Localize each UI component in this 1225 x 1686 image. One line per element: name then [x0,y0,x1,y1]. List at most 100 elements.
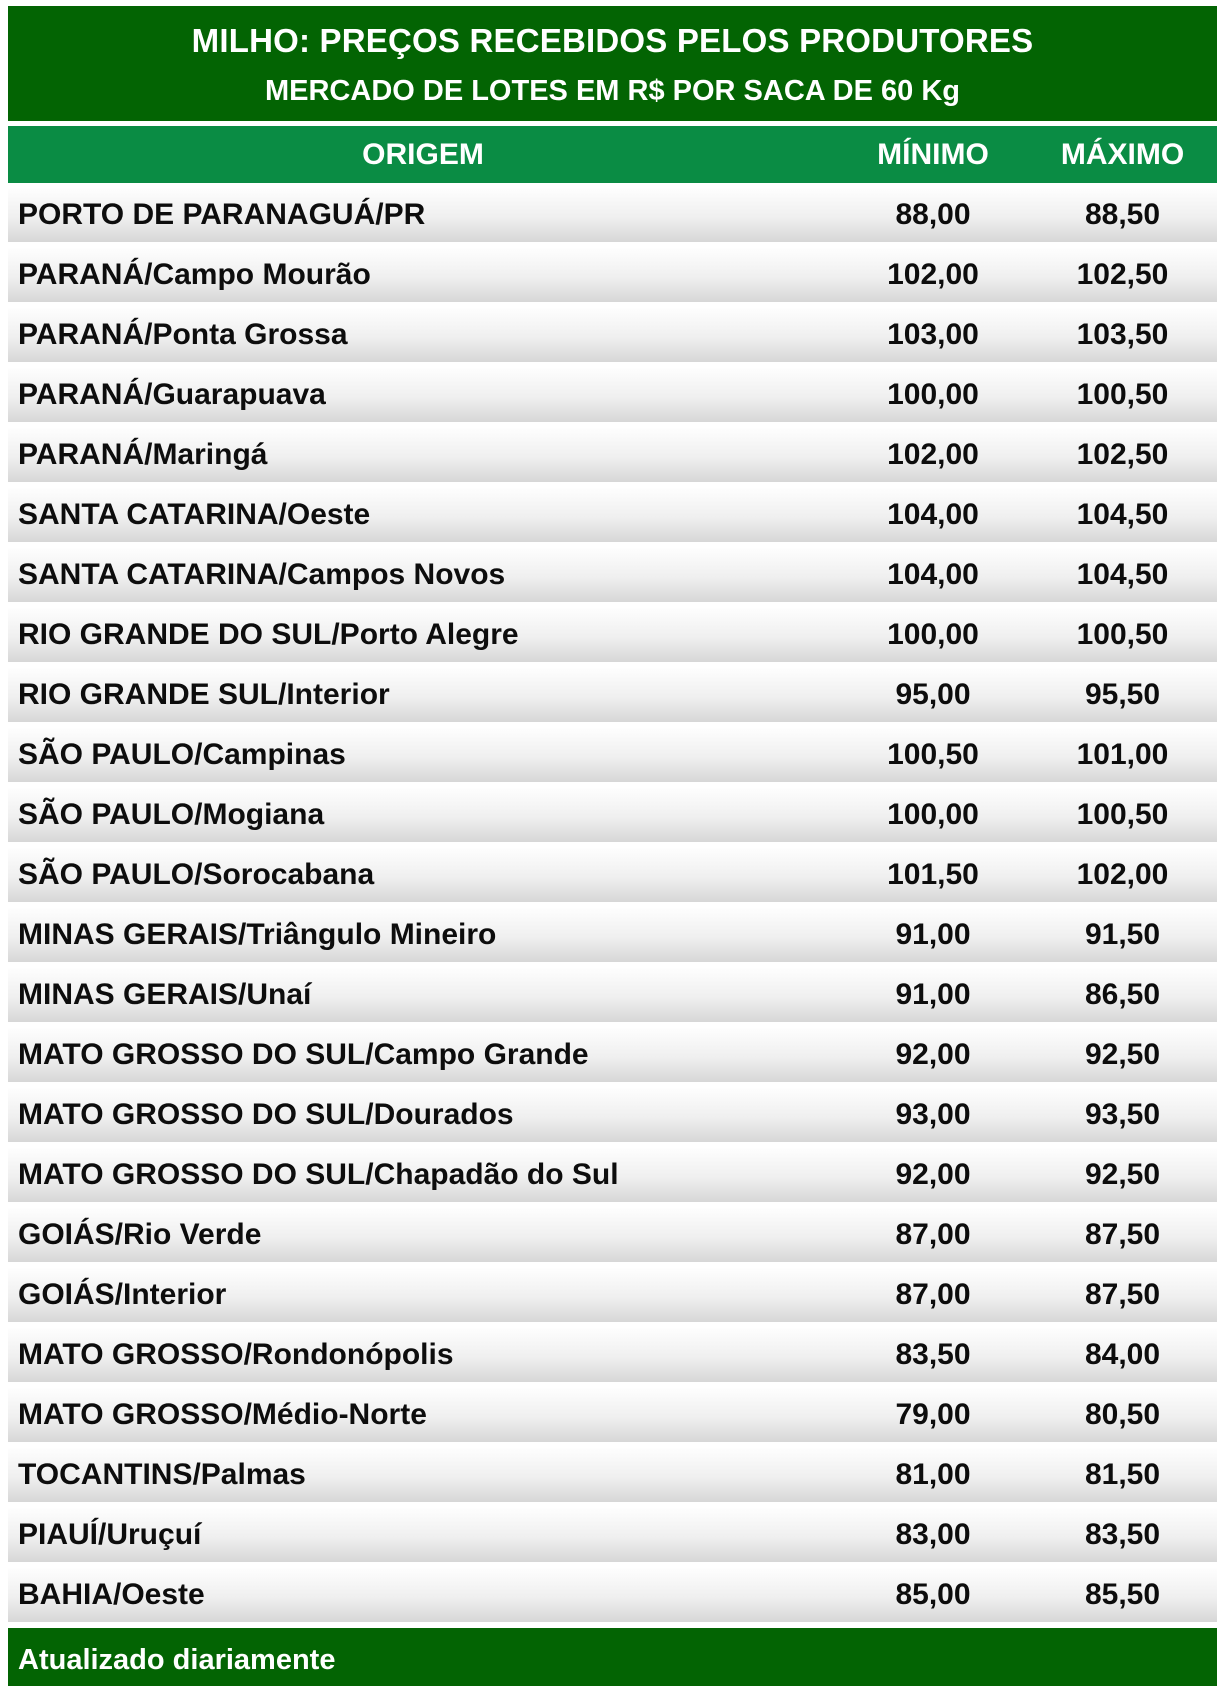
max-price-cell: 104,50 [1076,498,1169,531]
max-price-cell: 84,00 [1084,1338,1161,1371]
table-row: MINAS GERAIS/Triângulo Mineiro 91,00 91,… [8,908,1217,962]
column-header-minimo: MÍNIMO [877,137,989,171]
min-price-cell: 101,50 [887,858,979,891]
max-price-cell: 102,50 [1076,258,1169,291]
max-price-cell: 102,50 [1076,438,1169,471]
table-row: GOIÁS/Rio Verde 87,00 87,50 [8,1208,1217,1262]
min-price-cell: 100,00 [887,618,979,651]
origin-cell: PORTO DE PARANAGUÁ/PR [18,198,426,231]
min-price-cell: 81,00 [895,1458,971,1491]
origin-cell: RIO GRANDE SUL/Interior [18,678,390,711]
table-row: SÃO PAULO/Campinas 100,50 101,00 [8,728,1217,782]
origin-cell: GOIÁS/Rio Verde [18,1218,262,1251]
table-row: PARANÁ/Maringá 102,00 102,50 [8,428,1217,482]
min-price-cell: 88,00 [895,198,971,231]
origin-cell: MATO GROSSO DO SUL/Chapadão do Sul [18,1158,619,1191]
max-price-cell: 86,50 [1084,978,1161,1011]
table-body: PORTO DE PARANAGUÁ/PR 88,00 88,50 PARANÁ… [8,188,1217,1622]
footer-note: Atualizado diariamente [18,1644,336,1676]
table-row: MATO GROSSO DO SUL/Chapadão do Sul 92,00… [8,1148,1217,1202]
page-title: MILHO: PREÇOS RECEBIDOS PELOS PRODUTORES [191,22,1034,59]
min-price-cell: 83,50 [895,1338,971,1371]
min-price-cell: 87,00 [895,1218,971,1251]
table-row: MATO GROSSO DO SUL/Dourados 93,00 93,50 [8,1088,1217,1142]
max-price-cell: 100,50 [1076,618,1169,651]
max-price-cell: 81,50 [1084,1458,1161,1491]
column-header-row: ORIGEM MÍNIMO MÁXIMO [8,126,1217,183]
max-price-cell: 88,50 [1084,198,1161,231]
origin-cell: PIAUÍ/Uruçuí [18,1518,202,1551]
max-price-cell: 87,50 [1084,1218,1161,1251]
origin-cell: MATO GROSSO/Médio-Norte [18,1398,427,1431]
min-price-cell: 91,00 [895,918,971,951]
min-price-cell: 100,00 [887,378,979,411]
min-price-cell: 104,00 [887,498,979,531]
table-row: GOIÁS/Interior 87,00 87,50 [8,1268,1217,1322]
origin-cell: PARANÁ/Ponta Grossa [18,318,348,351]
origin-cell: MATO GROSSO DO SUL/Dourados [18,1098,514,1131]
max-price-cell: 93,50 [1084,1098,1161,1131]
max-price-cell: 85,50 [1084,1578,1161,1611]
min-price-cell: 79,00 [895,1398,971,1431]
table-row: PARANÁ/Guarapuava 100,00 100,50 [8,368,1217,422]
min-price-cell: 103,00 [887,318,979,351]
table-frame: MILHO: PREÇOS RECEBIDOS PELOS PRODUTORES… [8,6,1217,1686]
column-header-origem: ORIGEM [362,137,484,171]
min-price-cell: 85,00 [895,1578,971,1611]
column-header-maximo: MÁXIMO [1060,137,1185,171]
origin-cell: RIO GRANDE DO SUL/Porto Alegre [18,618,519,651]
origin-cell: PARANÁ/Maringá [18,438,268,471]
table-row: TOCANTINS/Palmas 81,00 81,50 [8,1448,1217,1502]
table-row: MATO GROSSO/Médio-Norte 79,00 80,50 [8,1388,1217,1442]
max-price-cell: 92,50 [1084,1038,1161,1071]
min-price-cell: 92,00 [895,1158,971,1191]
table-row: PIAUÍ/Uruçuí 83,00 83,50 [8,1508,1217,1562]
max-price-cell: 101,00 [1076,738,1169,771]
min-price-cell: 83,00 [895,1518,971,1551]
title-banner: MILHO: PREÇOS RECEBIDOS PELOS PRODUTORES… [8,6,1217,121]
origin-cell: PARANÁ/Campo Mourão [18,258,371,291]
min-price-cell: 100,50 [887,738,979,771]
origin-cell: MINAS GERAIS/Triângulo Mineiro [18,918,497,951]
max-price-cell: 91,50 [1084,918,1161,951]
origin-cell: MINAS GERAIS/Unaí [18,978,312,1011]
table-row: PARANÁ/Ponta Grossa 103,00 103,50 [8,308,1217,362]
table-row: MATO GROSSO/Rondonópolis 83,50 84,00 [8,1328,1217,1382]
max-price-cell: 87,50 [1084,1278,1161,1311]
max-price-cell: 80,50 [1084,1398,1161,1431]
max-price-cell: 100,50 [1076,798,1169,831]
min-price-cell: 104,00 [887,558,979,591]
origin-cell: SÃO PAULO/Campinas [18,738,346,771]
min-price-cell: 92,00 [895,1038,971,1071]
origin-cell: BAHIA/Oeste [18,1578,205,1611]
min-price-cell: 87,00 [895,1278,971,1311]
origin-cell: SANTA CATARINA/Campos Novos [18,558,506,591]
max-price-cell: 102,00 [1076,858,1169,891]
max-price-cell: 100,50 [1076,378,1169,411]
table-row: SANTA CATARINA/Oeste 104,00 104,50 [8,488,1217,542]
min-price-cell: 93,00 [895,1098,971,1131]
table-row: MATO GROSSO DO SUL/Campo Grande 92,00 92… [8,1028,1217,1082]
table-row: MINAS GERAIS/Unaí 91,00 86,50 [8,968,1217,1022]
table-row: PORTO DE PARANAGUÁ/PR 88,00 88,50 [8,188,1217,242]
table-row: BAHIA/Oeste 85,00 85,50 [8,1568,1217,1622]
min-price-cell: 102,00 [887,438,979,471]
origin-cell: MATO GROSSO DO SUL/Campo Grande [18,1038,589,1071]
table-row: SANTA CATARINA/Campos Novos 104,00 104,5… [8,548,1217,602]
max-price-cell: 92,50 [1084,1158,1161,1191]
origin-cell: TOCANTINS/Palmas [18,1458,306,1491]
min-price-cell: 95,00 [895,678,971,711]
table-row: RIO GRANDE DO SUL/Porto Alegre 100,00 10… [8,608,1217,662]
min-price-cell: 102,00 [887,258,979,291]
max-price-cell: 95,50 [1084,678,1161,711]
max-price-cell: 104,50 [1076,558,1169,591]
max-price-cell: 83,50 [1084,1518,1161,1551]
min-price-cell: 91,00 [895,978,971,1011]
origin-cell: SÃO PAULO/Sorocabana [18,858,375,891]
origin-cell: MATO GROSSO/Rondonópolis [18,1338,454,1371]
origin-cell: SÃO PAULO/Mogiana [18,798,325,831]
max-price-cell: 103,50 [1076,318,1169,351]
table-row: RIO GRANDE SUL/Interior 95,00 95,50 [8,668,1217,722]
min-price-cell: 100,00 [887,798,979,831]
